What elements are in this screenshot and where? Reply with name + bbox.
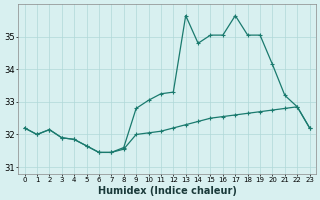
X-axis label: Humidex (Indice chaleur): Humidex (Indice chaleur) [98, 186, 236, 196]
